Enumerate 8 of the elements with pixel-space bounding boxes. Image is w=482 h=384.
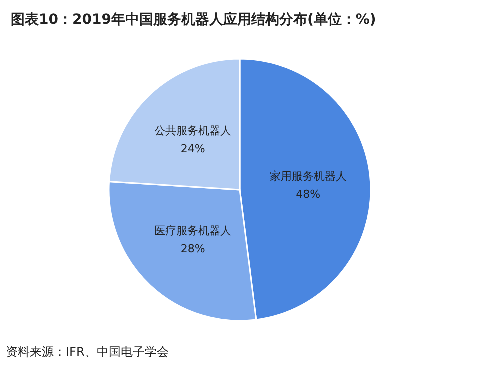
slice-label: 公共服务机器人 [154, 124, 232, 138]
data-label: 48% [296, 188, 321, 202]
data-label: 24% [180, 142, 206, 156]
slice-label: 家用服务机器人 [270, 170, 347, 184]
data-label: 28% [180, 242, 206, 256]
chart-title: 图表10：2019年中国服务机器人应用结构分布(单位：%) [11, 11, 376, 28]
text: 资料来源：IFR、中国电子学会 [6, 345, 169, 359]
slice-label: 医疗服务机器人 [154, 224, 232, 238]
